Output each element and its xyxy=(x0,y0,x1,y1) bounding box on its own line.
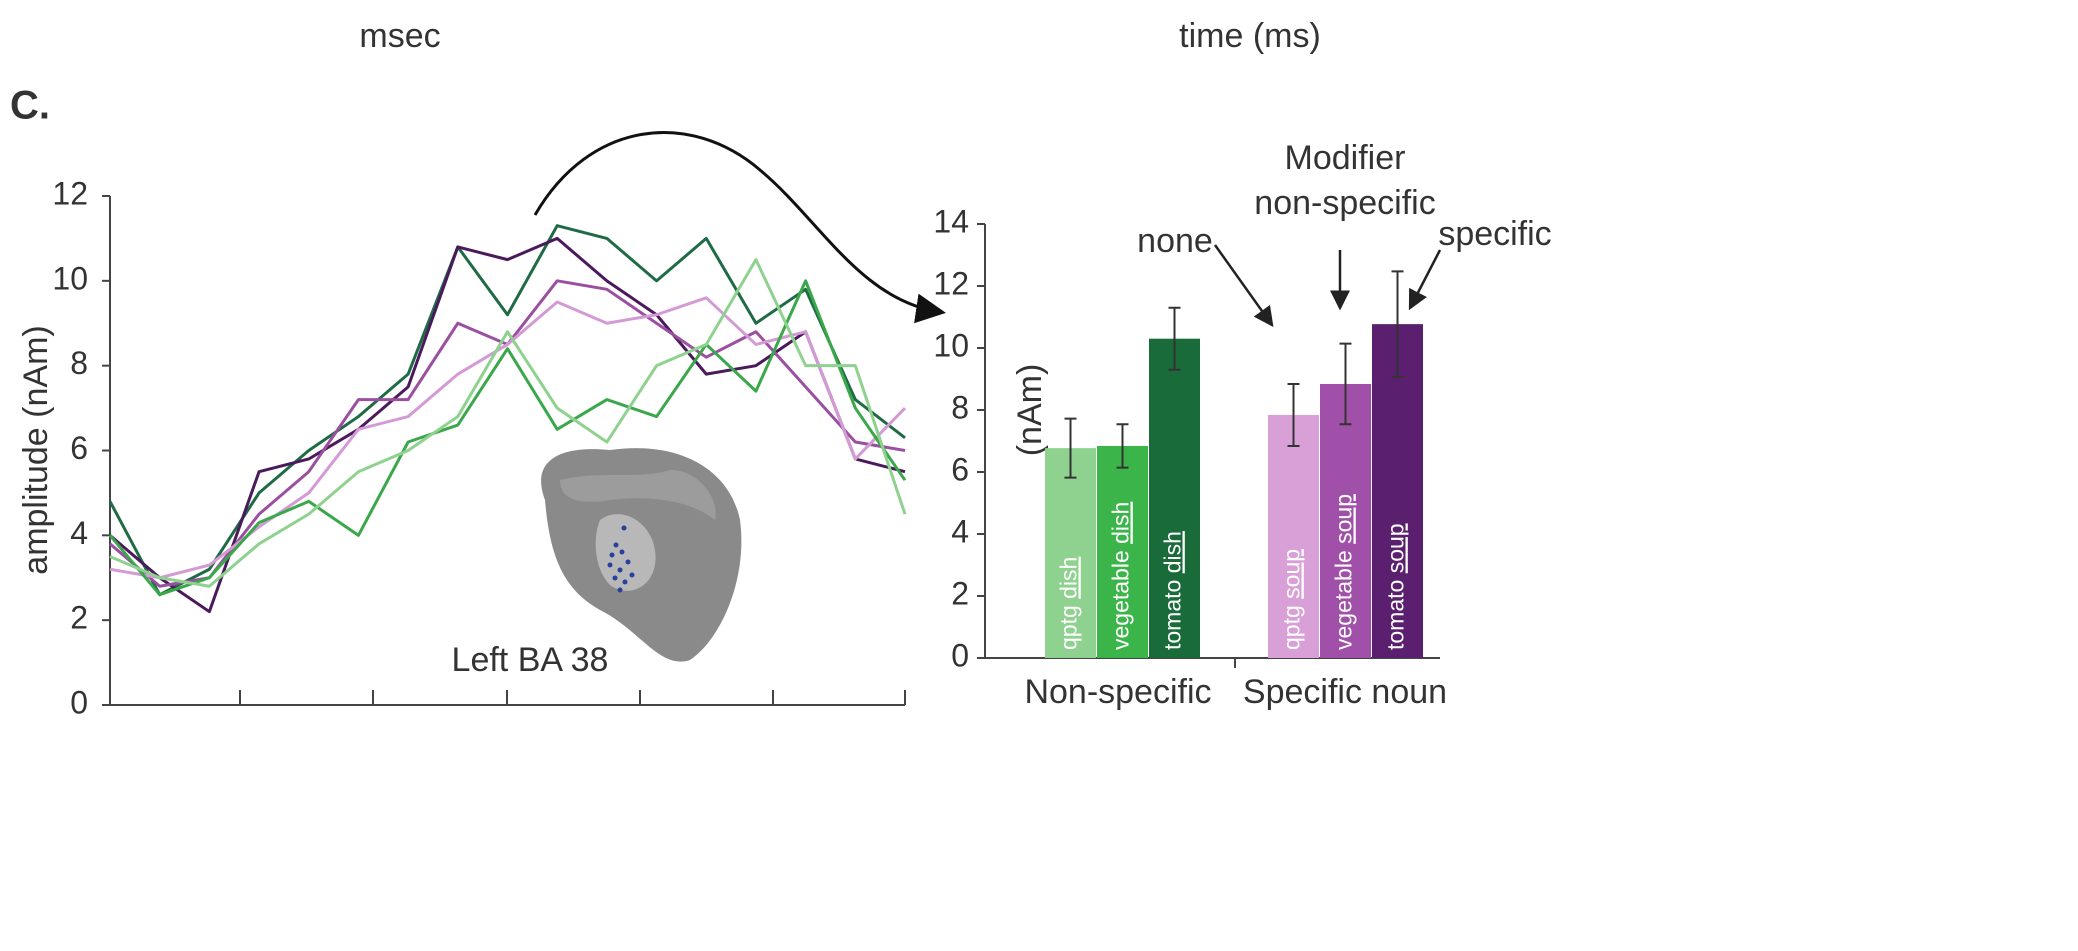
bar-label-modifier: qptg xyxy=(1279,605,1305,650)
data-line xyxy=(108,224,906,597)
y-tick-label: 8 xyxy=(70,345,88,381)
error-bar xyxy=(1064,417,1077,479)
bar-label: qptg dish xyxy=(1056,557,1082,650)
bar xyxy=(1045,448,1096,658)
y-tick-label: 12 xyxy=(52,175,88,211)
y-tick-label: 6 xyxy=(951,451,969,487)
annotation: Left BA 38 xyxy=(452,641,609,679)
y-tick-label: 2 xyxy=(70,600,88,636)
y-axis-label: amplitude (nAm) xyxy=(17,325,55,574)
top-label: msec xyxy=(359,17,440,55)
bar-label: vegetable soup xyxy=(1331,494,1357,650)
top-label: time (ms) xyxy=(1179,17,1321,55)
bar-label-noun: soup xyxy=(1383,523,1409,573)
y-tick-label: 6 xyxy=(70,430,88,466)
bar-label-noun: dish xyxy=(1056,557,1082,599)
data-line xyxy=(109,296,907,580)
bar xyxy=(1320,383,1371,658)
bar-label: qptg soup xyxy=(1279,549,1305,650)
y-tick-label: 10 xyxy=(933,327,969,363)
bar xyxy=(1149,338,1200,658)
error-bar xyxy=(1168,306,1181,371)
y-tick-label: 8 xyxy=(951,389,969,425)
error-bar xyxy=(1391,270,1404,378)
bar-label-modifier: tomato xyxy=(1160,580,1186,650)
bar-label: tomato soup xyxy=(1383,523,1409,650)
y-tick-label: 12 xyxy=(933,265,969,301)
annotation: non-specific xyxy=(1254,184,1435,222)
bar-label-noun: dish xyxy=(1160,531,1186,573)
y-tick-label: 4 xyxy=(951,513,969,549)
bar-label: tomato dish xyxy=(1160,531,1186,650)
group-label: Non-specific xyxy=(1024,673,1211,711)
error-bar xyxy=(1116,423,1129,469)
bar-label-modifier: vegetable xyxy=(1331,550,1357,650)
y-tick-label: 0 xyxy=(951,637,969,673)
bar-label-modifier: tomato xyxy=(1383,580,1409,650)
annotation-arrows xyxy=(1213,244,1442,328)
y-tick-label: 14 xyxy=(933,203,969,239)
bar xyxy=(1268,414,1319,658)
bar-label-noun: soup xyxy=(1331,494,1357,544)
brain-image xyxy=(541,448,742,662)
annotation: specific xyxy=(1438,215,1551,253)
x-ticks xyxy=(110,690,906,706)
bar-label-modifier: qptg xyxy=(1056,605,1082,650)
bar xyxy=(1097,445,1148,658)
group-label: Specific noun xyxy=(1243,673,1447,711)
bar-label: vegetable dish xyxy=(1108,502,1134,650)
y-axis-label: (nAm) xyxy=(1011,364,1049,457)
data-line xyxy=(108,279,907,597)
annotation: Modifier xyxy=(1285,139,1406,177)
y-tick-label: 10 xyxy=(52,260,88,296)
bar-label-noun: dish xyxy=(1108,502,1134,544)
bar-label-noun: soup xyxy=(1279,549,1305,599)
data-line xyxy=(109,258,907,588)
error-bar xyxy=(1339,342,1352,426)
annotation: none xyxy=(1137,222,1213,260)
y-tick-label: 2 xyxy=(951,575,969,611)
connector-arrow xyxy=(533,131,946,324)
bar-label-modifier: vegetable xyxy=(1108,550,1134,650)
y-tick-label: 0 xyxy=(70,684,88,720)
error-bar xyxy=(1287,382,1300,447)
bar xyxy=(1372,324,1423,658)
panel-label: C. xyxy=(10,84,50,128)
y-tick-label: 4 xyxy=(70,515,88,551)
